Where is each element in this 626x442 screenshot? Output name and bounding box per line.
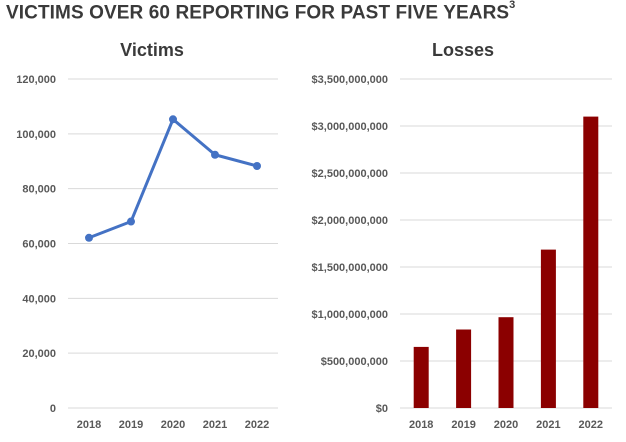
victims-chart-title: Victims: [120, 40, 184, 60]
victims-y-tick-label: 60,000: [22, 239, 56, 251]
losses-bar: [413, 346, 429, 408]
losses-x-tick-label: 2018: [409, 419, 433, 431]
victims-x-tick-label: 2018: [77, 419, 101, 431]
losses-chart-title: Losses: [432, 40, 494, 60]
losses-bar: [498, 317, 514, 408]
victims-y-tick-label: 100,000: [16, 129, 56, 141]
losses-y-tick-label: $2,000,000,000: [312, 215, 388, 227]
victims-data-point: [127, 217, 135, 226]
losses-y-tick-label: $0: [376, 403, 388, 415]
victims-y-tick-label: 0: [50, 403, 56, 415]
victims-data-point: [85, 233, 93, 242]
losses-y-tick-label: $1,000,000,000: [312, 309, 388, 321]
losses-y-tick-label: $3,000,000,000: [312, 121, 388, 133]
losses-bar: [583, 116, 599, 408]
losses-y-tick-label: $3,500,000,000: [312, 74, 388, 86]
victims-data-point: [211, 150, 219, 159]
losses-x-tick-label: 2020: [494, 419, 518, 431]
victims-data-point: [253, 162, 261, 171]
losses-bar: [456, 329, 472, 408]
losses-x-tick-label: 2022: [579, 419, 603, 431]
footnote-marker: 3: [509, 0, 516, 11]
victims-y-tick-label: 20,000: [22, 348, 56, 360]
losses-y-tick-label: $2,500,000,000: [312, 168, 388, 180]
losses-y-tick-label: $500,000,000: [321, 356, 388, 368]
victims-series-line: [88, 117, 258, 240]
losses-bar-chart: $0 $500,000,000 $1,000,000,000 $1,500,000,0…: [312, 74, 612, 431]
victims-x-tick-label: 2020: [161, 419, 185, 431]
losses-x-tick-label: 2019: [451, 419, 475, 431]
victims-x-tick-label: 2019: [119, 419, 143, 431]
victims-y-tick-label: 120,000: [16, 74, 56, 86]
losses-bar: [540, 249, 556, 408]
victims-y-tick-label: 40,000: [22, 293, 56, 305]
losses-x-tick-label: 2021: [536, 419, 560, 431]
victims-y-tick-label: 80,000: [22, 184, 56, 196]
victims-x-tick-label: 2022: [245, 419, 269, 431]
page-title: VICTIMS OVER 60 REPORTING FOR PAST FIVE …: [6, 0, 516, 24]
victims-x-tick-label: 2021: [203, 419, 227, 431]
victims-line-chart: 0 20,000 40,000 60,000 80,000 100,000 120,000 2…: [16, 74, 278, 431]
victims-data-point: [169, 115, 177, 124]
losses-y-tick-label: $1,500,000,000: [312, 262, 388, 274]
